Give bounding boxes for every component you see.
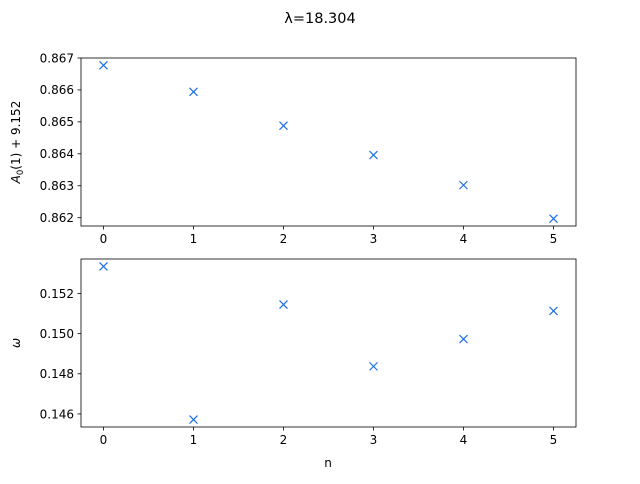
x-tick-label: 5 [550, 433, 558, 447]
data-point-marker [279, 121, 288, 131]
y-tick-label: 0.148 [40, 367, 74, 381]
data-point-marker [189, 415, 198, 424]
y-tick-label: 0.865 [40, 115, 74, 129]
axes-frame [80, 258, 577, 428]
x-tick-label: 0 [100, 232, 108, 246]
data-point-marker [189, 87, 198, 97]
data-point-marker [99, 262, 108, 271]
x-tick-label: 2 [280, 232, 288, 246]
x-tick-label: 3 [370, 232, 378, 246]
x-tick-label: 2 [280, 433, 288, 447]
x-tick-label: 1 [190, 232, 198, 246]
x-tick-label: 1 [190, 433, 198, 447]
bottom-panel: 0 1 2 3 4 5 0.146 0.148 0.150 0.152 [40, 258, 577, 447]
data-point-marker [99, 60, 108, 70]
y-tick-label: 0.152 [40, 287, 74, 301]
top-ylabel-subscript: 0 [16, 170, 26, 175]
top-ylabel-symbol: A [9, 175, 23, 184]
y-tick-label: 0.867 [40, 51, 74, 65]
y-tick-label: 0.150 [40, 327, 74, 341]
data-point-marker [369, 150, 378, 160]
top-ylabel: A0(1) + 9.152 [9, 101, 26, 185]
x-tick-label: 4 [460, 433, 468, 447]
data-point-marker [369, 361, 378, 371]
data-point-marker [549, 214, 558, 224]
y-tick-label: 0.146 [40, 407, 74, 421]
y-tick-label: 0.864 [40, 147, 74, 161]
bottom-ylabel: ω [9, 338, 23, 348]
figure-title: λ=18.304 [284, 11, 355, 27]
y-tick-label: 0.863 [40, 179, 74, 193]
data-point-marker [459, 334, 468, 344]
top-panel: 0 1 2 3 4 5 0.862 0.863 0.864 0.865 0.866 0.867 [40, 51, 577, 246]
x-tick-label: 0 [100, 433, 108, 447]
x-tick-label: 5 [550, 232, 558, 246]
axes-frame [80, 57, 577, 227]
data-point-marker [459, 180, 468, 190]
bottom-xlabel: n [324, 456, 332, 470]
x-tick-label: 4 [460, 232, 468, 246]
x-tick-label: 3 [370, 433, 378, 447]
y-tick-label: 0.866 [40, 83, 74, 97]
data-point-marker [549, 306, 558, 316]
data-point-marker [279, 300, 288, 309]
y-tick-label: 0.862 [40, 211, 74, 225]
top-ylabel-rest: (1) + 9.152 [9, 101, 23, 170]
